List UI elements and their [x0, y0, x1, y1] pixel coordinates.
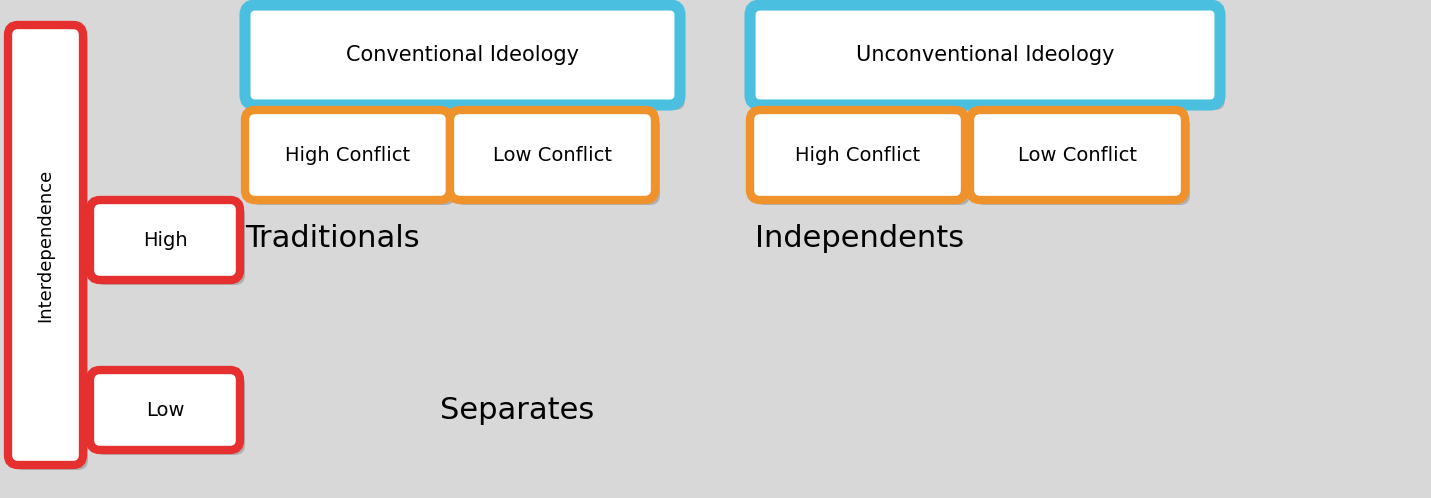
FancyBboxPatch shape [94, 375, 245, 455]
FancyBboxPatch shape [756, 10, 1225, 110]
FancyBboxPatch shape [970, 110, 1185, 200]
Text: Low Conflict: Low Conflict [1017, 145, 1138, 164]
Text: Low: Low [146, 400, 185, 419]
FancyBboxPatch shape [90, 370, 240, 450]
FancyBboxPatch shape [90, 200, 240, 280]
FancyBboxPatch shape [756, 115, 970, 205]
FancyBboxPatch shape [245, 110, 449, 200]
FancyBboxPatch shape [250, 115, 455, 205]
FancyBboxPatch shape [455, 115, 660, 205]
Text: Conventional Ideology: Conventional Ideology [346, 45, 580, 65]
Text: High Conflict: High Conflict [285, 145, 411, 164]
Text: Unconventional Ideology: Unconventional Ideology [856, 45, 1115, 65]
Text: Independents: Independents [756, 224, 964, 252]
FancyBboxPatch shape [245, 5, 680, 105]
Text: Interdependence: Interdependence [37, 168, 54, 322]
FancyBboxPatch shape [13, 30, 87, 470]
Text: Low Conflict: Low Conflict [494, 145, 612, 164]
FancyBboxPatch shape [449, 110, 655, 200]
Text: High Conflict: High Conflict [796, 145, 920, 164]
FancyBboxPatch shape [975, 115, 1191, 205]
FancyBboxPatch shape [750, 110, 964, 200]
Text: Traditionals: Traditionals [245, 224, 419, 252]
Text: Separates: Separates [439, 395, 594, 424]
FancyBboxPatch shape [94, 205, 245, 285]
FancyBboxPatch shape [250, 10, 685, 110]
FancyBboxPatch shape [9, 25, 83, 465]
Text: High: High [143, 231, 187, 249]
FancyBboxPatch shape [750, 5, 1221, 105]
